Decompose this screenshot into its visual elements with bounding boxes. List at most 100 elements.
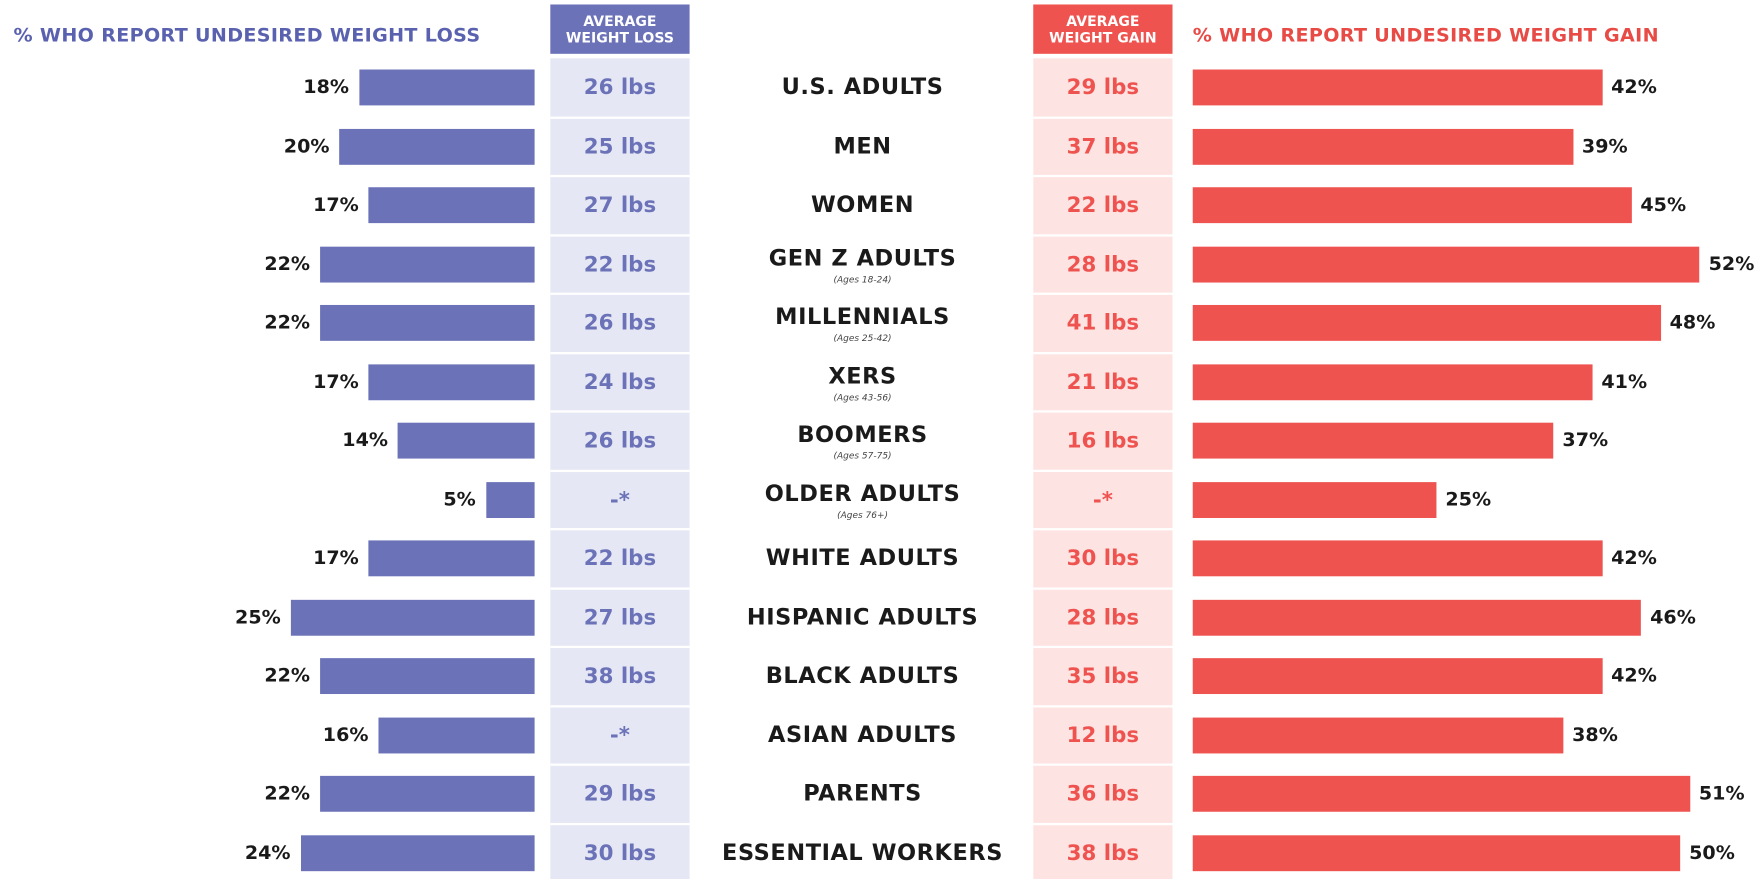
bar bbox=[1192, 128, 1573, 165]
average-value: 22 lbs bbox=[583, 251, 657, 277]
row-separator bbox=[550, 174, 690, 178]
bar bbox=[320, 658, 535, 695]
row-separator bbox=[1033, 351, 1173, 354]
category-label: OLDER ADULTS bbox=[764, 479, 961, 507]
average-value: 22 lbs bbox=[1066, 193, 1140, 218]
value-label: 45% bbox=[1640, 194, 1687, 217]
bar bbox=[1192, 835, 1681, 871]
row-separator bbox=[550, 586, 690, 590]
value-label: 18% bbox=[303, 76, 350, 99]
bar bbox=[485, 481, 535, 518]
value-label: 22% bbox=[264, 665, 311, 688]
value-label: 41% bbox=[1601, 370, 1648, 394]
average-value: 26 lbs bbox=[583, 310, 657, 336]
row-separator bbox=[1033, 292, 1173, 295]
bar bbox=[368, 187, 535, 224]
row-separator bbox=[1033, 528, 1173, 531]
value-label: 20% bbox=[283, 135, 330, 158]
row-separator bbox=[1033, 822, 1173, 825]
bar bbox=[1192, 69, 1603, 106]
average-value: 38 lbs bbox=[1066, 840, 1140, 866]
category-label: ESSENTIAL WORKERS bbox=[722, 838, 1004, 866]
value-label: 5% bbox=[443, 488, 476, 511]
bar bbox=[1192, 364, 1593, 400]
bar bbox=[359, 69, 535, 106]
value-label: 38% bbox=[1572, 724, 1618, 747]
category-label: MEN bbox=[833, 132, 892, 159]
value-label: 52% bbox=[1708, 253, 1755, 276]
average-value: 27 lbs bbox=[583, 605, 657, 630]
category-label: U.S. ADULTS bbox=[781, 73, 944, 101]
category-sublabel: (Ages 76+) bbox=[837, 509, 888, 520]
value-label: 42% bbox=[1611, 665, 1657, 688]
average-value: -* bbox=[609, 722, 630, 748]
average-value: 12 lbs bbox=[1066, 722, 1140, 748]
bar bbox=[1192, 776, 1690, 813]
average-value: 22 lbs bbox=[583, 546, 657, 571]
row-separator bbox=[550, 410, 690, 413]
value-label: 51% bbox=[1698, 782, 1745, 806]
value-label: 46% bbox=[1650, 606, 1696, 629]
value-label: 25% bbox=[235, 606, 281, 629]
average-value: -* bbox=[609, 487, 630, 513]
bar bbox=[1192, 540, 1603, 577]
row-separator bbox=[1033, 174, 1173, 178]
bar bbox=[1192, 305, 1661, 342]
bar bbox=[290, 599, 535, 636]
row-separator bbox=[550, 822, 690, 825]
row-separator bbox=[550, 528, 690, 531]
value-label: 17% bbox=[313, 370, 359, 394]
category-label: XERS bbox=[828, 361, 897, 389]
average-value: 41 lbs bbox=[1066, 310, 1140, 336]
average-value: 37 lbs bbox=[1066, 134, 1140, 159]
category-label: BLACK ADULTS bbox=[765, 661, 960, 689]
average-value: 25 lbs bbox=[583, 134, 657, 159]
value-label: 14% bbox=[342, 429, 389, 453]
value-label: 42% bbox=[1611, 76, 1657, 99]
bar bbox=[1192, 481, 1437, 518]
average-value: 30 lbs bbox=[1066, 546, 1140, 571]
value-label: 17% bbox=[313, 194, 359, 217]
row-separator bbox=[1033, 704, 1173, 707]
bar bbox=[1192, 599, 1642, 636]
row-separator bbox=[1033, 469, 1173, 472]
right-title: % WHO REPORT UNDESIRED WEIGHT GAIN bbox=[1192, 24, 1659, 48]
bar bbox=[339, 128, 535, 165]
left-title: % WHO REPORT UNDESIRED WEIGHT LOSS bbox=[13, 24, 481, 48]
row-separator bbox=[1033, 586, 1173, 590]
average-value: 24 lbs bbox=[583, 369, 657, 395]
value-label: 39% bbox=[1581, 135, 1628, 158]
value-label: 17% bbox=[313, 547, 359, 570]
row-separator bbox=[1033, 233, 1173, 237]
row-separator bbox=[550, 704, 690, 707]
bar bbox=[300, 835, 535, 871]
bar bbox=[368, 364, 535, 400]
row-separator bbox=[550, 645, 690, 649]
bar bbox=[1192, 422, 1554, 459]
value-label: 22% bbox=[264, 253, 311, 276]
bar bbox=[1192, 246, 1700, 283]
bar bbox=[398, 422, 535, 459]
row-separator bbox=[1033, 116, 1173, 119]
value-label: 22% bbox=[264, 782, 311, 806]
bar bbox=[1192, 187, 1632, 224]
category-label: MILLENNIALS bbox=[775, 303, 950, 330]
row-separator bbox=[550, 116, 690, 119]
average-value: 38 lbs bbox=[583, 664, 657, 689]
bar bbox=[1192, 717, 1564, 754]
column-background bbox=[1033, 58, 1173, 879]
row-separator bbox=[1033, 410, 1173, 413]
bar bbox=[378, 717, 535, 754]
category-label: BOOMERS bbox=[797, 420, 928, 448]
category-sublabel: (Ages 43-56) bbox=[833, 392, 892, 403]
value-label: 50% bbox=[1689, 841, 1735, 865]
average-value: 26 lbs bbox=[583, 428, 657, 454]
category-label: ASIAN ADULTS bbox=[768, 720, 958, 748]
value-label: 48% bbox=[1669, 311, 1716, 335]
row-separator bbox=[1033, 645, 1173, 649]
value-label: 16% bbox=[322, 724, 369, 747]
category-label: PARENTS bbox=[803, 779, 922, 807]
average-value: 29 lbs bbox=[1066, 75, 1140, 101]
